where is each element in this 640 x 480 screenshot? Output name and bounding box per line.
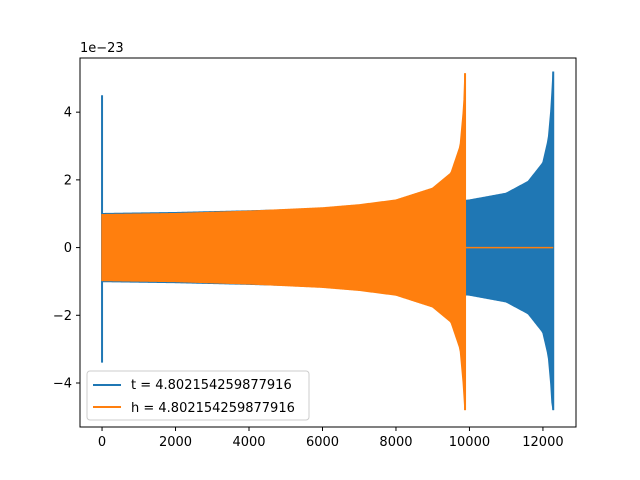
series-1: [101, 73, 554, 411]
y-tick-label: 0: [64, 241, 72, 256]
x-tick-label: 0: [98, 435, 106, 450]
series-layer: [101, 71, 555, 411]
legend-label-h: h = 4.802154259877916: [131, 401, 295, 416]
y-offset-label: 1e−23: [80, 41, 124, 56]
x-tick-label: 10000: [449, 435, 490, 450]
plot-frame: [79, 57, 577, 428]
y-axis: −4 −2 0 2 4: [53, 106, 80, 391]
legend-box: [86, 370, 310, 421]
legend-label-t: t = 4.802154259877916: [131, 378, 292, 393]
y-tick-label: 2: [64, 173, 72, 188]
y-tick-label: −2: [53, 309, 72, 324]
x-tick-label: 8000: [379, 435, 412, 450]
y-tick-label: −4: [53, 376, 72, 391]
x-tick-label: 2000: [159, 435, 192, 450]
y-tick-label: 4: [64, 106, 72, 121]
x-axis: 0 2000 4000 6000 8000 10000 12000: [98, 427, 564, 450]
legend: t = 4.802154259877916 h = 4.802154259877…: [86, 370, 310, 421]
x-tick-label: 12000: [522, 435, 563, 450]
x-tick-label: 6000: [306, 435, 339, 450]
x-tick-label: 4000: [232, 435, 265, 450]
